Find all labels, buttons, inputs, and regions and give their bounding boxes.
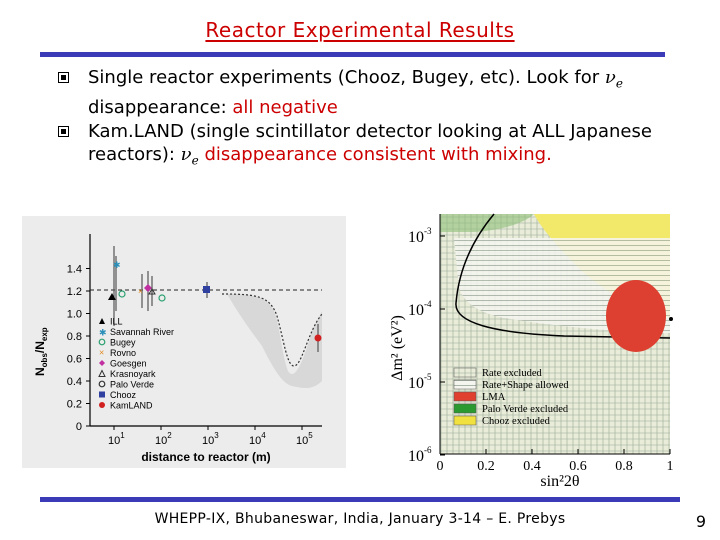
y-axis-label: Δm² (eV²) xyxy=(389,315,406,381)
y-ticks: 0 0.2 0.4 0.6 0.8 1.0 1.2 1.4 xyxy=(67,264,90,433)
oscillation-curve xyxy=(221,293,323,367)
rovno-point: × xyxy=(138,287,143,296)
bullet-highlight: all negative xyxy=(232,96,338,118)
legend-marker-icon xyxy=(99,318,105,324)
legend-swatch xyxy=(453,415,477,426)
y-tick-label: 10-3 xyxy=(408,226,432,246)
x-tick-label: 0.2 xyxy=(477,459,495,474)
legend-swatch xyxy=(453,367,477,378)
exclusion-contour-plot: 10-3 10-4 10-5 10-6 0 0.2 0.4 0.6 0.8 1 Rate exc… xyxy=(384,208,684,498)
slide-title: Reactor Experimental Results xyxy=(205,18,515,42)
legend-label: Chooz xyxy=(110,390,137,400)
lma-region xyxy=(606,280,666,352)
bullet-square-icon xyxy=(58,125,69,137)
ratio-vs-distance-plot: 0 0.2 0.4 0.6 0.8 1.0 1.2 1.4 101 102 103 104 105 ✱… xyxy=(22,216,346,468)
legend-label: KamLAND xyxy=(110,401,153,411)
exclusion-boundary xyxy=(455,213,671,339)
savannah-river-point: ✱ xyxy=(113,260,121,270)
legend-marker-icon xyxy=(98,369,106,377)
legend-label: LMA xyxy=(482,392,506,403)
y-tick-label: 0.8 xyxy=(67,331,82,343)
x-tick-label: 103 xyxy=(202,431,219,447)
x-tick-label: 0 xyxy=(437,459,444,474)
chooz-point xyxy=(203,286,210,293)
y-tick-label: 0 xyxy=(76,421,82,433)
footer-text: WHEPP-IX, Bhubaneswar, India, January 3-… xyxy=(154,511,566,527)
y-tick-label: 0.6 xyxy=(67,354,82,366)
legend-label: ILL xyxy=(110,317,123,327)
legend-marker-icon: ✱ xyxy=(99,328,107,338)
y-tick-label: 0.4 xyxy=(67,376,82,388)
contour-plot-svg: 10-3 10-4 10-5 10-6 0 0.2 0.4 0.6 0.8 1 Rate exc… xyxy=(389,213,674,490)
bullet-square-icon xyxy=(58,72,69,83)
legend-swatch xyxy=(453,403,477,414)
x-tick-label: 1 xyxy=(667,459,674,474)
x-tick-label: 0.8 xyxy=(615,459,633,474)
y-tick-label: 10-4 xyxy=(408,299,432,319)
y-axis-label: Nobs/Nexp xyxy=(33,327,49,376)
legend-label: Bugey xyxy=(110,338,136,348)
goesgen-point xyxy=(144,284,152,292)
x-tick-label: 0.4 xyxy=(523,459,541,474)
bullet-list: Single reactor experiments (Chooz, Bugey… xyxy=(58,66,678,173)
legend-label: Krasnoyark xyxy=(110,369,156,379)
x-tick-label: 102 xyxy=(155,431,172,447)
ill-point xyxy=(108,293,116,300)
legend-label: Rovno xyxy=(110,348,136,358)
bullet-item: Kam.LAND (single scintillator detector l… xyxy=(58,120,678,173)
legend-label: Chooz excluded xyxy=(482,416,551,427)
title-divider xyxy=(40,52,665,57)
neutrino-symbol: νe xyxy=(604,67,623,91)
ratio-plot-svg: 0 0.2 0.4 0.6 0.8 1.0 1.2 1.4 101 102 103 104 105 ✱… xyxy=(33,234,323,464)
legend-swatch xyxy=(453,391,477,402)
y-tick-label: 1.2 xyxy=(67,286,82,298)
legend-label: Palo Verde excluded xyxy=(482,404,569,415)
legend-marker-icon xyxy=(98,338,106,346)
x-tick-label: 105 xyxy=(296,431,313,447)
legend-marker-icon xyxy=(99,360,105,366)
x-tick-label: 0.6 xyxy=(569,459,587,474)
x-axis-label: sin²2θ xyxy=(540,473,579,490)
x-tick-label: 104 xyxy=(249,431,266,447)
best-fit-point xyxy=(669,317,673,321)
bullet-text: Single reactor experiments (Chooz, Bugey… xyxy=(88,67,605,88)
x-axis-label: distance to reactor (m) xyxy=(141,450,270,464)
legend-label: Savannah River xyxy=(110,327,174,337)
y-tick-label: 10-5 xyxy=(408,372,432,392)
x-ticks: 101 102 103 104 105 xyxy=(108,426,313,447)
bullet-text: Kam.LAND (single scintillator detector l… xyxy=(88,120,652,165)
y-tick-label: 0.2 xyxy=(67,399,82,411)
legend-marker-icon xyxy=(99,402,105,408)
y-tick-label: 10-6 xyxy=(408,445,432,465)
bullet-highlight: disappearance consistent with mixing. xyxy=(198,143,552,165)
neutrino-symbol: νe xyxy=(180,143,199,168)
legend-marker-icon xyxy=(99,391,105,398)
x-ticks: 0 0.2 0.4 0.6 0.8 1 xyxy=(437,449,674,474)
y-tick-label: 1.0 xyxy=(67,309,82,321)
kamland-point xyxy=(314,334,322,342)
legend-marker-icon xyxy=(98,380,106,388)
legend-label: Rate+Shape allowed xyxy=(482,380,569,391)
bullet-item: Single reactor experiments (Chooz, Bugey… xyxy=(58,66,678,119)
bullet-text: disappearance: xyxy=(88,96,233,118)
page-number: 9 xyxy=(695,512,706,531)
krasnoyark-point xyxy=(148,288,156,295)
oscillation-band xyxy=(227,294,322,389)
y-ticks: 10-3 10-4 10-5 10-6 xyxy=(408,226,445,465)
bugey-point xyxy=(118,290,126,298)
legend-label: Palo Verde xyxy=(110,380,154,390)
data-points: ✱ × xyxy=(108,246,322,352)
y-tick-label: 1.4 xyxy=(67,264,82,276)
legend-label: Goesgen xyxy=(110,359,147,369)
legend-swatch xyxy=(453,379,477,390)
legend-label: Rate excluded xyxy=(482,368,543,379)
x-tick-label: 101 xyxy=(108,431,125,447)
footer-divider xyxy=(40,497,680,502)
legend-marker-icon: × xyxy=(99,348,104,358)
